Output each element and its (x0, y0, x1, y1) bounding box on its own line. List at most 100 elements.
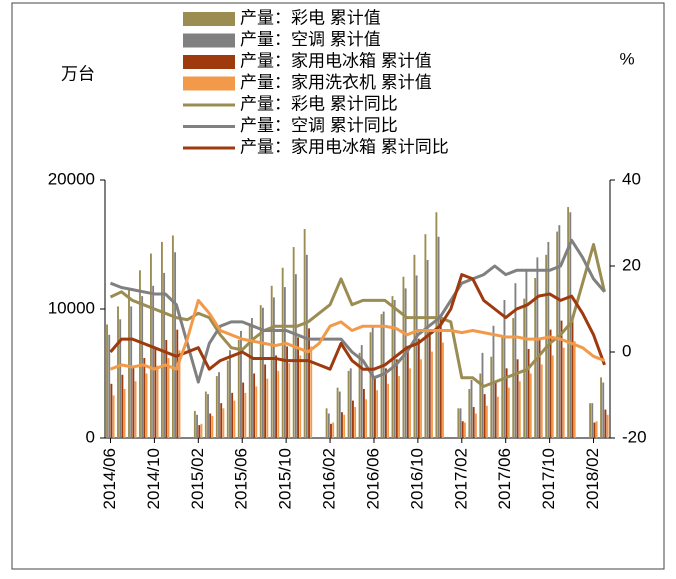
x-tick-label: 2016/02 (320, 448, 339, 509)
legend-label: 产量：彩电 累计同比 (240, 94, 398, 113)
bar (527, 348, 530, 438)
bar (200, 423, 203, 438)
bar (215, 376, 218, 438)
bar (283, 287, 286, 438)
bar (261, 307, 264, 438)
bar (112, 395, 115, 438)
bar (259, 305, 262, 438)
bar (393, 299, 396, 438)
bar (244, 392, 247, 438)
bar (106, 324, 108, 438)
x-tick-label: 2015/10 (276, 448, 295, 509)
bar (220, 403, 223, 438)
bar (595, 421, 598, 438)
x-tick-label: 2015/02 (188, 448, 207, 509)
y2-axis-label: % (619, 49, 634, 68)
bar (395, 359, 398, 438)
bar (288, 363, 291, 438)
bar (354, 407, 357, 438)
bar (303, 229, 306, 438)
x-tick-label: 2014/10 (144, 448, 163, 509)
bar (218, 372, 220, 438)
bar (130, 306, 133, 438)
bar (593, 422, 596, 438)
bar (398, 376, 400, 438)
bar (413, 254, 416, 438)
bar (264, 364, 267, 438)
bar (417, 338, 420, 438)
bar (567, 207, 570, 438)
x-tick-label: 2016/06 (363, 448, 382, 509)
bar (472, 407, 475, 438)
bar (501, 336, 504, 438)
bar (490, 356, 493, 438)
bar (332, 422, 335, 438)
y2-tick-label: 40 (622, 169, 641, 188)
bar (156, 365, 159, 438)
bar (176, 329, 179, 438)
y-tick-label: 0 (86, 427, 95, 446)
bar (253, 373, 256, 438)
line (109, 238, 606, 384)
bar (325, 408, 328, 438)
bar (266, 378, 269, 438)
bar (589, 403, 592, 438)
bar (121, 374, 124, 438)
bar (163, 272, 166, 438)
bar (139, 270, 141, 438)
bar (174, 252, 177, 438)
bar (404, 288, 407, 438)
bar (376, 390, 379, 438)
bar (415, 275, 418, 438)
bar (143, 358, 146, 438)
y2-tick-label: 20 (622, 255, 641, 274)
bar (507, 387, 510, 438)
legend-swatch (183, 33, 235, 48)
legend-label: 产量：家用洗衣机 累计值 (240, 73, 432, 92)
bar (343, 414, 346, 438)
x-tick-label: 2016/10 (407, 448, 426, 509)
bar (505, 368, 508, 438)
bar (540, 364, 543, 438)
bar (536, 257, 539, 438)
bar (562, 347, 565, 438)
bar (560, 320, 563, 438)
bar (154, 348, 157, 438)
bar (604, 409, 607, 438)
bar (503, 299, 506, 438)
y2-tick-label: -20 (622, 427, 647, 446)
bar (222, 408, 225, 438)
bar (420, 359, 422, 438)
line (109, 273, 606, 371)
bar (606, 414, 609, 438)
bar (132, 367, 135, 438)
bar (248, 323, 251, 438)
x-tick-label: 2015/06 (232, 448, 251, 509)
bar (360, 345, 363, 438)
bar (481, 352, 484, 438)
y2-tick-label: 0 (622, 341, 631, 360)
bar (292, 247, 295, 438)
bar (198, 425, 201, 438)
bar (369, 332, 372, 438)
bar (514, 283, 517, 438)
line (109, 298, 606, 371)
bar (299, 355, 302, 438)
bar (277, 370, 280, 438)
legend-swatch (183, 76, 235, 91)
bar (178, 350, 181, 438)
y-axis-label: 万台 (61, 64, 95, 83)
bar (409, 368, 411, 438)
bar (459, 408, 462, 438)
bar (110, 383, 113, 438)
bar (330, 423, 332, 438)
legend-label: 产量：空调 累计值 (240, 30, 381, 49)
frame (11, 2, 665, 570)
bar (207, 394, 209, 438)
bar (387, 383, 390, 438)
bar (119, 319, 122, 438)
bar (591, 403, 594, 438)
bar (406, 348, 409, 438)
bar (461, 421, 464, 438)
x-tick-label: 2017/10 (539, 448, 558, 509)
